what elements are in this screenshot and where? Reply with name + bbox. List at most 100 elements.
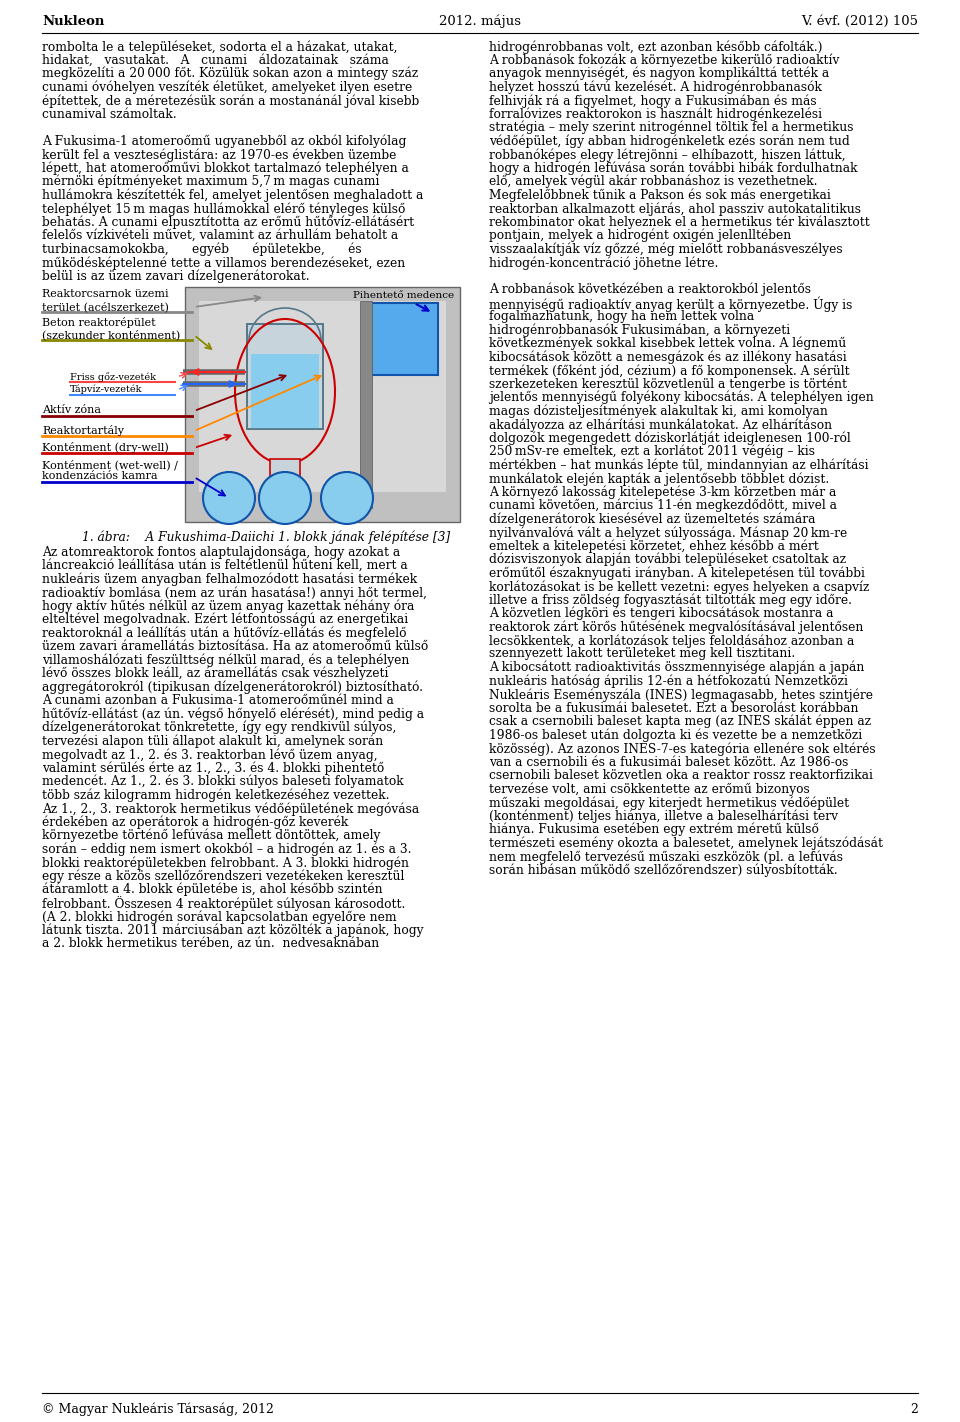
Text: megközelíti a 20 000 főt. Közülük sokan azon a mintegy száz: megközelíti a 20 000 főt. Közülük sokan … — [42, 67, 419, 81]
Text: Konténment (dry-well): Konténment (dry-well) — [42, 442, 169, 454]
Text: működésképtelenné tette a villamos berendezéseket, ezen: működésképtelenné tette a villamos beren… — [42, 256, 405, 270]
Text: mérnöki építményeket maximum 5,7 m magas cunami: mérnöki építményeket maximum 5,7 m magas… — [42, 175, 379, 189]
Bar — [270, 459, 300, 483]
Text: telephélyet 15 m magas hullámokkal elérő tényleges külső: telephélyet 15 m magas hullámokkal elérő… — [42, 202, 405, 216]
Text: medencét. Az 1., 2. és 3. blokki súlyos baleseti folyamatok: medencét. Az 1., 2. és 3. blokki súlyos … — [42, 775, 403, 789]
Text: blokki reaktorépületekben felrobbant. A 3. blokki hidrogén: blokki reaktorépületekben felrobbant. A … — [42, 856, 409, 869]
Text: következmények sokkal kisebbek lettek volna. A légnemű: következmények sokkal kisebbek lettek vo… — [489, 337, 847, 350]
Text: védőépület, így abban hidrogénkeletk ezés során nem tud: védőépület, így abban hidrogénkeletk ezé… — [489, 135, 850, 148]
Text: A kibocsátott radioaktivitás összmennyisége alapján a japán: A kibocsátott radioaktivitás összmennyis… — [489, 661, 864, 674]
Bar — [247, 324, 323, 429]
Text: cunami óvóhelyen veszíték életüket, amelyeket ilyen esetre: cunami óvóhelyen veszíték életüket, amel… — [42, 81, 412, 94]
Text: reaktoroknál a leállítás után a hűtővíz-ellátás és megfelelő: reaktoroknál a leállítás után a hűtővíz-… — [42, 627, 406, 640]
Text: környezetbe történő lefúvása mellett döntöttek, amely: környezetbe történő lefúvása mellett dön… — [42, 829, 380, 842]
Text: látunk tiszta. 2011 márciusában azt közölték a japánok, hogy: látunk tiszta. 2011 márciusában azt közö… — [42, 923, 423, 937]
Text: emeltek a kitelepetési körzetet, ehhez később a mért: emeltek a kitelepetési körzetet, ehhez k… — [489, 539, 819, 553]
Text: (konténment) teljes hiánya, illetve a baleselhárítási terv: (konténment) teljes hiánya, illetve a ba… — [489, 809, 838, 823]
Text: a 2. blokk hermetikus terében, az ún.  nedvesaknában: a 2. blokk hermetikus terében, az ún. ne… — [42, 937, 379, 950]
Bar — [251, 354, 319, 429]
Text: építettek, de a méretezésük során a mostanánál jóval kisebb: építettek, de a méretezésük során a most… — [42, 94, 420, 108]
Text: Aktív zóna: Aktív zóna — [42, 405, 101, 415]
Circle shape — [321, 472, 373, 523]
Text: Az atomreaktorok fontos alaptulajdonsága, hogy azokat a: Az atomreaktorok fontos alaptulajdonsága… — [42, 546, 400, 559]
Text: dízelgenerátorok kiesésével az üzemeltetés számára: dízelgenerátorok kiesésével az üzemeltet… — [489, 512, 815, 526]
Text: (szekunder konténment): (szekunder konténment) — [42, 328, 180, 340]
Text: kibocsátások között a nemesgázok és az illékony hasatási: kibocsátások között a nemesgázok és az i… — [489, 350, 847, 364]
Text: © Magyar Nukleáris Társaság, 2012: © Magyar Nukleáris Társaság, 2012 — [42, 1404, 274, 1416]
Text: A közvetlen légköri és tengeri kibocsátások mostanra a: A közvetlen légköri és tengeri kibocsátá… — [489, 607, 833, 620]
Text: magas dózisteljesítmények alakultak ki, ami komolyan: magas dózisteljesítmények alakultak ki, … — [489, 404, 828, 418]
Text: radioaktív bomlása (nem az urán hasatása!) annyi hőt termel,: radioaktív bomlása (nem az urán hasatása… — [42, 586, 427, 600]
Text: munkálatok elején kapták a jelentősebb többlet dózist.: munkálatok elején kapták a jelentősebb t… — [489, 472, 829, 485]
Text: terület (acélszerkezet): terület (acélszerkezet) — [42, 301, 169, 311]
Text: mértékben – hat munkás lépte tül, mindannyian az elhárítási: mértékben – hat munkás lépte tül, mindan… — [489, 458, 869, 472]
Text: lévő összes blokk leáll, az áramellátás csak vészhelyzeti: lévő összes blokk leáll, az áramellátás … — [42, 667, 389, 681]
Text: üzem zavari áramellátás biztosítása. Ha az atomeroőmű külső: üzem zavari áramellátás biztosítása. Ha … — [42, 640, 428, 653]
Text: rombolta le a településeket, sodorta el a házakat, utakat,: rombolta le a településeket, sodorta el … — [42, 40, 397, 54]
Text: A robbanások fokozák a környezetbe kikerülő radioaktív: A robbanások fokozák a környezetbe kiker… — [489, 54, 839, 67]
Text: során hibásan működő szellőzőrendszer) súlyosbították.: során hibásan működő szellőzőrendszer) s… — [489, 863, 838, 877]
Bar — [247, 324, 323, 429]
Text: 1. ábra:    A Fukushima-Daiichi 1. blokk jának felépítése [3]: 1. ábra: A Fukushima-Daiichi 1. blokk já… — [83, 530, 450, 543]
Text: megolvadt az 1., 2. és 3. reaktorban lévő üzem anyag,: megolvadt az 1., 2. és 3. reaktorban lév… — [42, 748, 377, 762]
Text: cunamival számoltak.: cunamival számoltak. — [42, 108, 177, 121]
Bar — [370, 303, 438, 375]
Text: van a csernobili és a fukusimái baleset között. Az 1986-os: van a csernobili és a fukusimái baleset … — [489, 755, 849, 768]
Text: egy része a közös szellőzőrendszeri vezetékeken keresztül: egy része a közös szellőzőrendszeri veze… — [42, 869, 404, 883]
Text: jelentős mennyiségű folyékony kibocsátás. A telephélyen igen: jelentős mennyiségű folyékony kibocsátás… — [489, 391, 874, 404]
Text: hidakat,   vasutakat.   A   cunami   áldozatainak   száma: hidakat, vasutakat. A cunami áldozataina… — [42, 54, 389, 67]
Text: fogalmazhatunk, hogy ha nem lettek volna: fogalmazhatunk, hogy ha nem lettek volna — [489, 310, 755, 323]
Text: szennyezett lakott területeket meg kell tisztitani.: szennyezett lakott területeket meg kell … — [489, 647, 795, 660]
Text: láncreakció leállítása után is feltétlenül hűteni kell, mert a: láncreakció leállítása után is feltétlen… — [42, 559, 408, 572]
Text: hiánya. Fukusima esetében egy extrém méretű külső: hiánya. Fukusima esetében egy extrém mér… — [489, 823, 819, 836]
Text: tervezési alapon tüli állapot alakult ki, amelynek során: tervezési alapon tüli állapot alakult ki… — [42, 735, 383, 748]
Text: Reaktortartály: Reaktortartály — [42, 425, 124, 437]
Text: turbinacsamokokba,      egyéb      épületekbe,      és: turbinacsamokokba, egyéb épületekbe, és — [42, 243, 362, 256]
Text: lecsökkentek, a korlátozások teljes feloldásához azonban a: lecsökkentek, a korlátozások teljes felo… — [489, 634, 854, 647]
Text: hidrogén-koncentráció jöhetne létre.: hidrogén-koncentráció jöhetne létre. — [489, 256, 718, 270]
Text: csak a csernobili baleset kapta meg (az INES skálát éppen az: csak a csernobili baleset kapta meg (az … — [489, 715, 871, 728]
Text: (A 2. blokki hidrogén sorával kapcsolatban egyelőre nem: (A 2. blokki hidrogén sorával kapcsolatb… — [42, 910, 396, 923]
Bar — [199, 301, 446, 492]
Text: dízelgenerátorokat tönkretette, így egy rendkivül súlyos,: dízelgenerátorokat tönkretette, így egy … — [42, 721, 396, 735]
Text: több száz kilogramm hidrogén keletkezéséhez vezettek.: több száz kilogramm hidrogén keletkezésé… — [42, 789, 390, 802]
Text: lépett, hat atomeroőművi blokkot tartalmazó telephélyen a: lépett, hat atomeroőművi blokkot tartalm… — [42, 162, 409, 175]
Text: Friss gőz-vezeték: Friss gőz-vezeték — [70, 373, 156, 381]
Text: A környező lakosság kitelepetése 3-km körzetben már a: A környező lakosság kitelepetése 3-km kö… — [489, 485, 836, 499]
Text: termékek (főként jód, cézium) a fő komponensek. A sérült: termékek (főként jód, cézium) a fő kompo… — [489, 364, 850, 377]
Text: dózisviszonyok alapján további településeket csatoltak az: dózisviszonyok alapján további település… — [489, 553, 846, 566]
Text: akadályozza az elhárítási munkálatokat. Az elhárításon: akadályozza az elhárítási munkálatokat. … — [489, 418, 832, 431]
Text: stratégia – mely szerint nitrogénnel töltik fel a hermetikus: stratégia – mely szerint nitrogénnel töl… — [489, 121, 853, 135]
Text: Beton reaktorépület: Beton reaktorépület — [42, 317, 156, 328]
Text: került fel a veszteséglistára: az 1970-es években üzembe: került fel a veszteséglistára: az 1970-e… — [42, 148, 396, 162]
Text: rekombinator okat helyeznek el a hermetikus tér kiválasztott: rekombinator okat helyeznek el a hermeti… — [489, 216, 870, 229]
Text: elő, amelyek végül akár robbanáshoz is vezethetnek.: elő, amelyek végül akár robbanáshoz is v… — [489, 175, 818, 189]
Circle shape — [203, 472, 255, 523]
Text: érdekében az operátorok a hidrogén-gőz keverék: érdekében az operátorok a hidrogén-gőz k… — [42, 815, 348, 829]
Text: dolgozók megengedett dóziskorlátját ideiglenesen 100-ról: dolgozók megengedett dóziskorlátját idei… — [489, 431, 851, 445]
Text: közösség). Az azonos INES-7-es kategória ellenére sok eltérés: közösség). Az azonos INES-7-es kategória… — [489, 742, 876, 755]
Text: hűtővíz-ellátást (az ún. végső hőnyelő elérését), mind pedig a: hűtővíz-ellátást (az ún. végső hőnyelő e… — [42, 708, 424, 721]
Circle shape — [259, 472, 311, 523]
Text: A cunami azonban a Fukusima-1 atomeroőműnél mind a: A cunami azonban a Fukusima-1 atomeroőmű… — [42, 694, 394, 707]
Text: behatás. A cunami elpusztította az erőmű hűtővíz-ellátásért: behatás. A cunami elpusztította az erőmű… — [42, 216, 414, 229]
Text: Az 1., 2., 3. reaktorok hermetikus védőépületének megóvása: Az 1., 2., 3. reaktorok hermetikus védőé… — [42, 802, 420, 815]
Text: mennyiségű radioaktív anyag került a környezetbe. Úgy is: mennyiségű radioaktív anyag került a kör… — [489, 297, 852, 311]
Text: nukleáris üzem anyagban felhalmozódott hasatási termékek: nukleáris üzem anyagban felhalmozódott h… — [42, 573, 418, 586]
Text: Tápvíz-vezeték: Tápvíz-vezeték — [70, 385, 142, 394]
Text: műszaki megoldásai, egy kiterjedt hermetikus védőépület: műszaki megoldásai, egy kiterjedt hermet… — [489, 796, 850, 809]
Text: hullámokra készítették fel, amelyet jelentősen meghaladott a: hullámokra készítették fel, amelyet jele… — [42, 189, 423, 202]
Text: reaktorok zárt körős hűtésének megvalósításával jelentősen: reaktorok zárt körős hűtésének megvalósí… — [489, 620, 863, 634]
Text: nyilvánvalóvá vált a helyzet súlyossága. Másnap 20 km-re: nyilvánvalóvá vált a helyzet súlyossága.… — [489, 526, 848, 539]
Text: V. évf. (2012) 105: V. évf. (2012) 105 — [801, 16, 918, 28]
Text: Konténment (wet-well) /: Konténment (wet-well) / — [42, 459, 178, 469]
Text: Nukleon: Nukleon — [42, 16, 105, 28]
Text: felrobbant. Összesen 4 reaktorépület súlyosan károsodott.: felrobbant. Összesen 4 reaktorépület súl… — [42, 896, 405, 912]
Text: 2: 2 — [910, 1404, 918, 1416]
Text: cunami követően, március 11-én megkezdődött, mivel a: cunami követően, március 11-én megkezdőd… — [489, 499, 837, 512]
Text: hogy aktív hűtés nélkül az üzem anyag kazettak néhány óra: hogy aktív hűtés nélkül az üzem anyag ka… — [42, 600, 415, 613]
Text: valamint sérülés érte az 1., 2., 3. és 4. blokki pihentető: valamint sérülés érte az 1., 2., 3. és 4… — [42, 762, 384, 775]
Text: Megfelelőbbnek tűnik a Pakson és sok más energetikai: Megfelelőbbnek tűnik a Pakson és sok más… — [489, 189, 830, 202]
Text: villamoshálózati feszülttség nélkül marad, és a telephélyen: villamoshálózati feszülttség nélkül mara… — [42, 654, 409, 667]
Text: Nukleáris Eseményszála (INES) legmagasabb, hetes szintjére: Nukleáris Eseményszála (INES) legmagasab… — [489, 688, 873, 701]
